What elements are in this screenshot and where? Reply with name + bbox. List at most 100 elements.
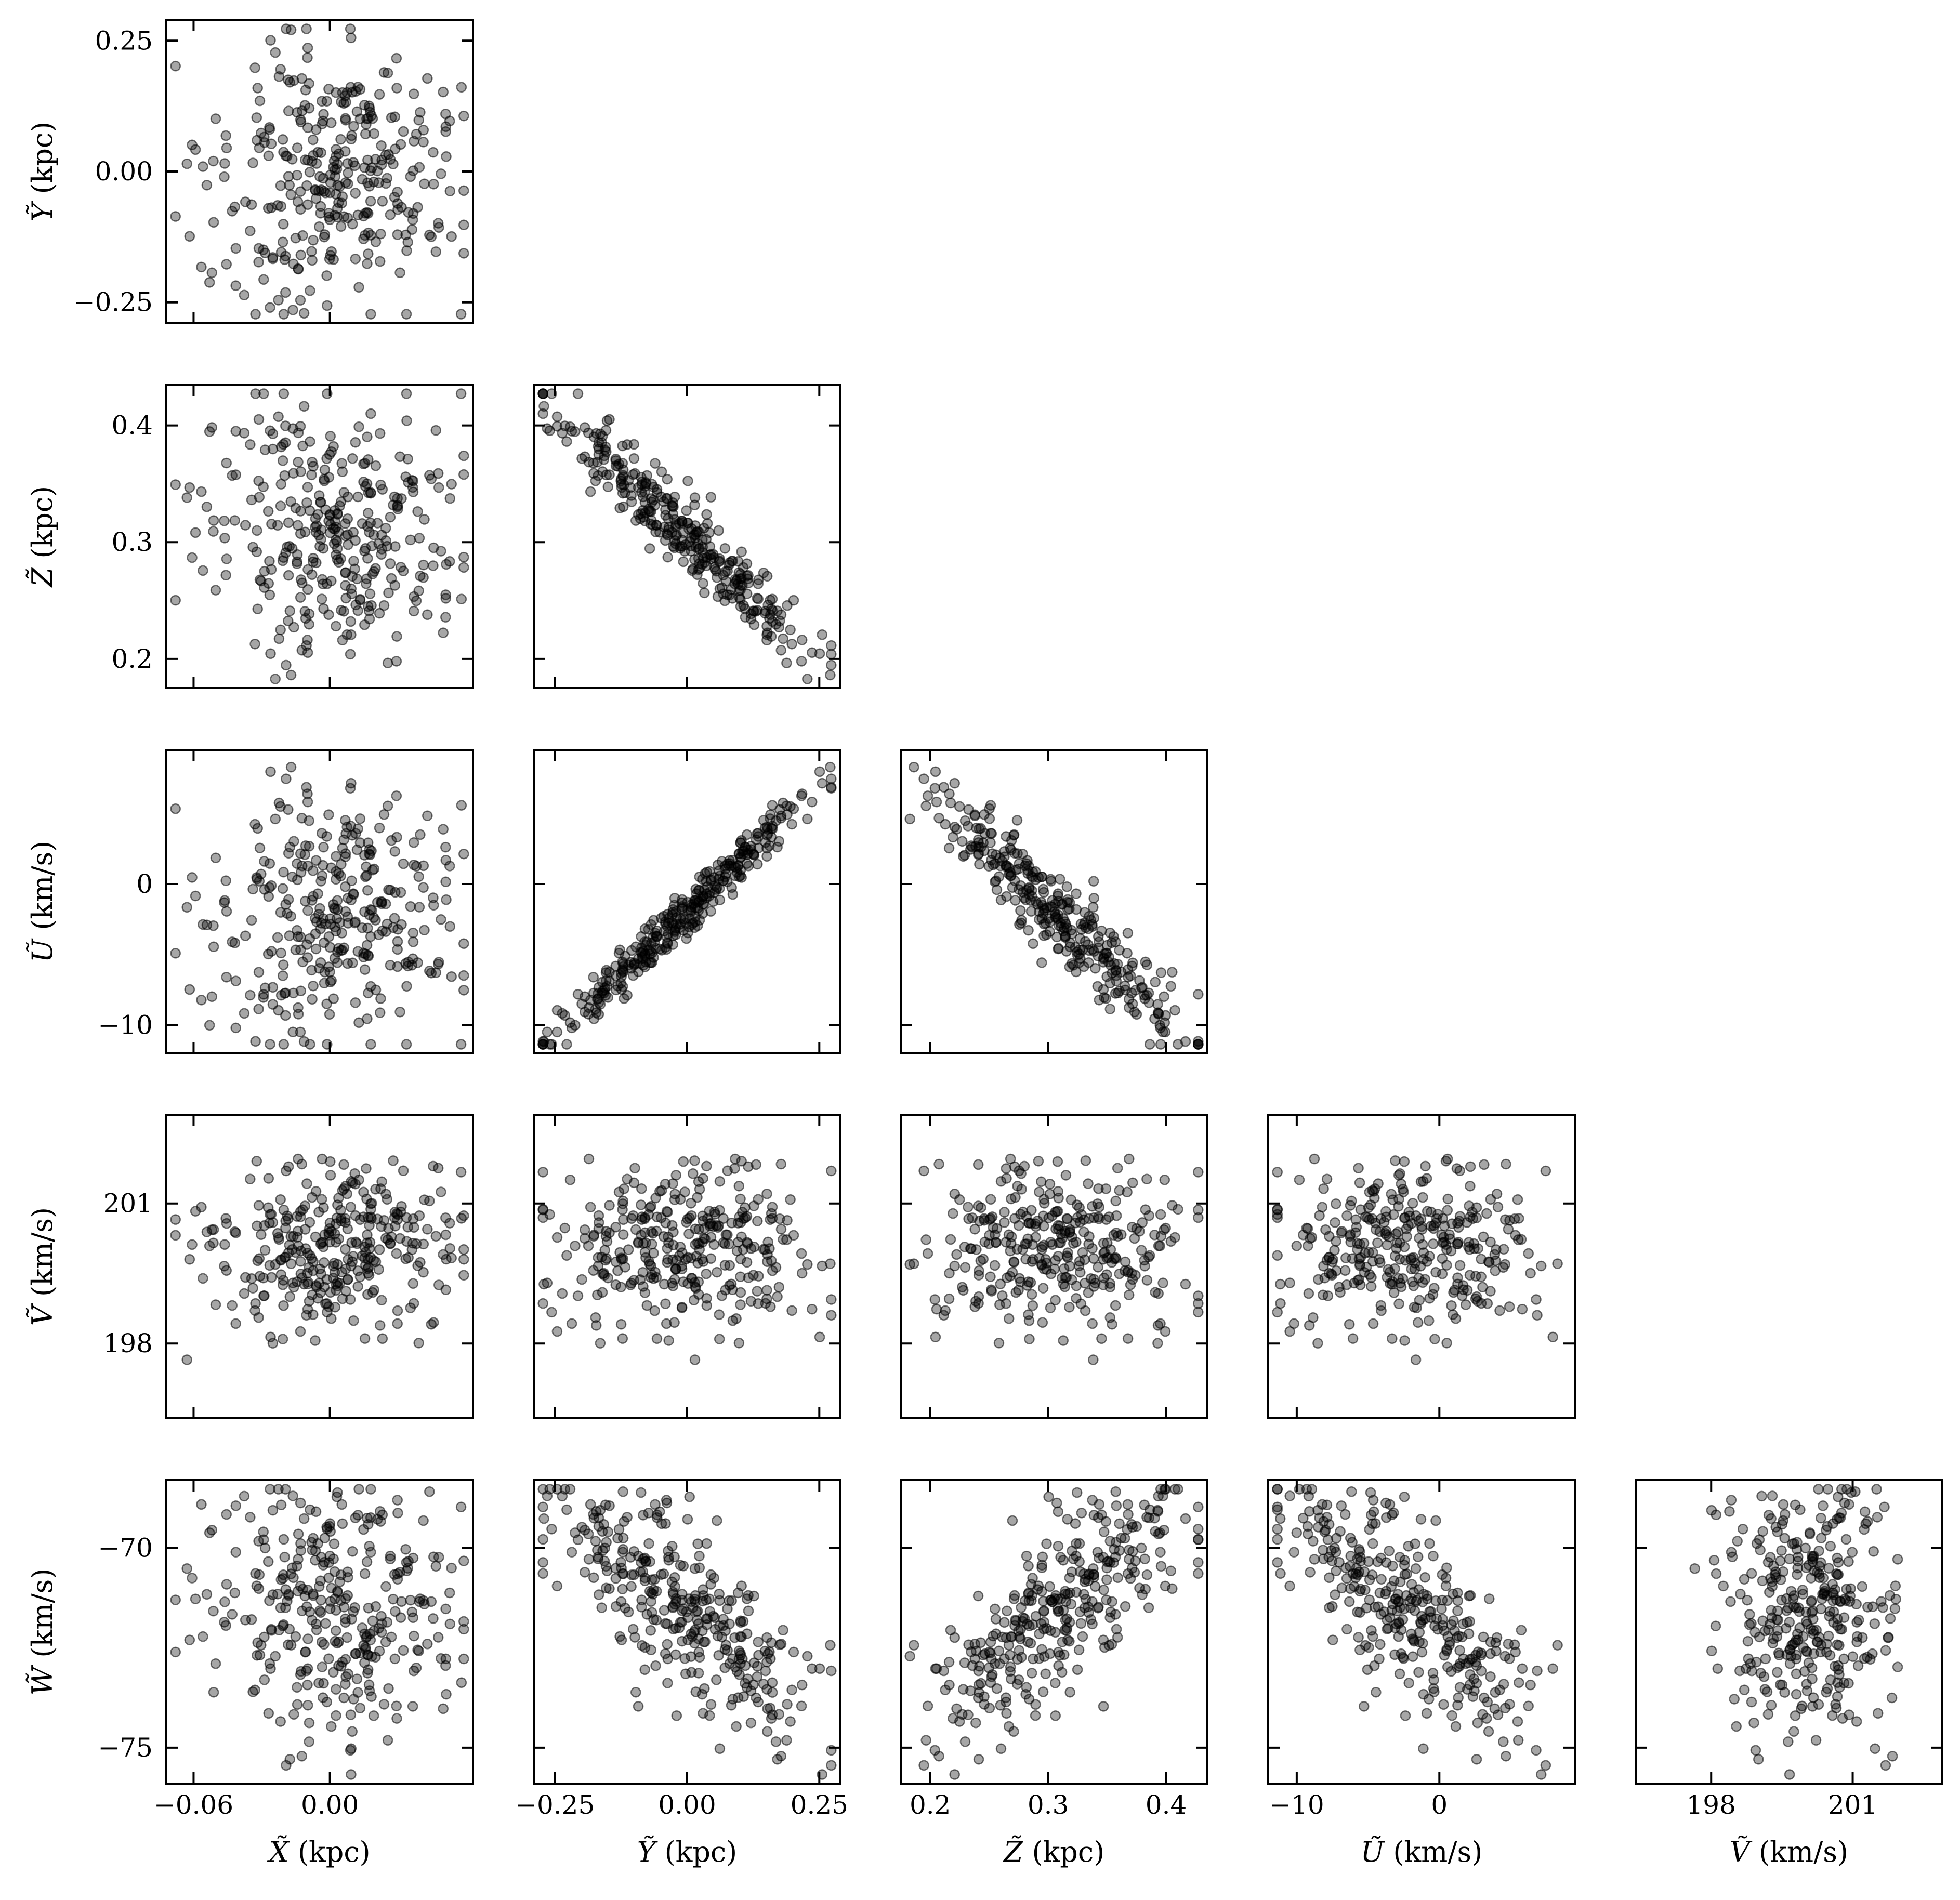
scatter-point (551, 1326, 563, 1337)
scatter-point (278, 1300, 289, 1311)
scatter-point (1056, 1667, 1068, 1678)
scatter-point (1071, 1550, 1082, 1562)
scatter-point (170, 211, 181, 222)
x-axis-unit: (kpc) (1023, 1836, 1104, 1868)
scatter-point (807, 1303, 818, 1315)
scatter-point (364, 526, 375, 538)
scatter-point (1512, 1716, 1523, 1727)
scatter-point (283, 1590, 294, 1601)
scatter-point (288, 1709, 299, 1720)
scatter-point (229, 938, 241, 948)
scatter-point (1085, 915, 1097, 926)
scatter-point (312, 1538, 323, 1549)
scatter-point (817, 629, 828, 640)
scatter-point (386, 573, 397, 584)
scatter-point (302, 647, 313, 658)
scatter-point (644, 543, 655, 554)
scatter-point (576, 453, 587, 464)
scatter-point (285, 496, 296, 507)
scatter-point (407, 208, 419, 219)
scatter-point (601, 965, 612, 976)
scatter-point (295, 592, 306, 603)
scatter-point (1112, 1163, 1123, 1173)
scatter-point (1083, 1178, 1094, 1189)
scatter-point (1180, 1513, 1191, 1524)
scatter-point (1122, 1499, 1134, 1510)
scatter-point (307, 994, 318, 1005)
scatter-point (1099, 1247, 1110, 1258)
scatter-point (1035, 1176, 1047, 1188)
scatter-point (409, 1630, 419, 1642)
scatter-point (1001, 1692, 1011, 1703)
scatter-point (456, 800, 467, 811)
scatter-point (402, 236, 413, 248)
scatter-point (458, 248, 469, 259)
scatter-point (984, 1646, 995, 1658)
scatter-point (759, 1244, 771, 1255)
scatter-point (684, 1492, 695, 1502)
scatter-point (701, 1268, 712, 1279)
y-axis-unit: (km/s) (26, 1207, 59, 1305)
scatter-point (614, 944, 625, 956)
scatter-point (1399, 1335, 1410, 1346)
scatter-point (392, 1495, 403, 1506)
scatter-point (726, 1700, 737, 1711)
scatter-point (290, 232, 301, 244)
scatter-point (1341, 1279, 1352, 1290)
scatter-point (610, 1279, 622, 1290)
scatter-point (1710, 1620, 1721, 1632)
scatter-point (1375, 1552, 1387, 1564)
y-axis-unit: (kpc) (26, 486, 59, 568)
scatter-point (1547, 1663, 1558, 1674)
scatter-point (628, 1177, 640, 1189)
scatter-point (275, 907, 286, 918)
scatter-point (1768, 1560, 1779, 1572)
scatter-point (1729, 1694, 1740, 1705)
scatter-point (340, 580, 351, 591)
scatter-point (267, 1505, 279, 1516)
scatter-point (436, 168, 446, 179)
scatter-point (626, 1581, 637, 1592)
scatter-point (666, 1576, 678, 1587)
scatter-point (1877, 1602, 1888, 1613)
scatter-point (287, 1490, 298, 1501)
scatter-point (181, 492, 192, 503)
scatter-point (286, 1244, 298, 1255)
scatter-point (360, 543, 371, 554)
scatter-point (689, 1354, 701, 1365)
scatter-point (331, 851, 341, 862)
scatter-point (436, 1186, 446, 1197)
scatter-point (353, 282, 364, 293)
scatter-point (383, 1683, 394, 1694)
scatter-point (313, 963, 325, 974)
scatter-point (1380, 1206, 1391, 1217)
scatter-point (1127, 1522, 1138, 1533)
scatter-point (949, 777, 960, 789)
scatter-point (773, 1282, 785, 1292)
scatter-point (826, 649, 837, 660)
scatter-point (551, 1232, 563, 1243)
scatter-point (682, 1514, 693, 1525)
scatter-point (948, 1208, 958, 1219)
scatter-point (346, 629, 357, 640)
scatter-point (1706, 1645, 1717, 1657)
scatter-point (446, 971, 457, 982)
scatter-point (219, 1239, 230, 1250)
scatter-point (293, 1009, 304, 1020)
scatter-point (406, 1606, 418, 1618)
scatter-point (365, 195, 376, 207)
scatter-point (1107, 1596, 1117, 1607)
scatter-point (623, 1244, 634, 1255)
scatter-point (1061, 1625, 1072, 1636)
scatter-point (538, 401, 549, 412)
scatter-point (796, 788, 808, 799)
scatter-point (353, 1484, 364, 1495)
scatter-point (1439, 1625, 1450, 1636)
scatter-point (1392, 1226, 1403, 1237)
scatter-point (1314, 1512, 1325, 1523)
scatter-point (1030, 1710, 1041, 1721)
scatter-point (409, 860, 419, 870)
scatter-point (363, 1602, 374, 1614)
x-axis-label: X̃ (kpc) (267, 1835, 370, 1868)
scatter-point (1531, 1294, 1542, 1305)
